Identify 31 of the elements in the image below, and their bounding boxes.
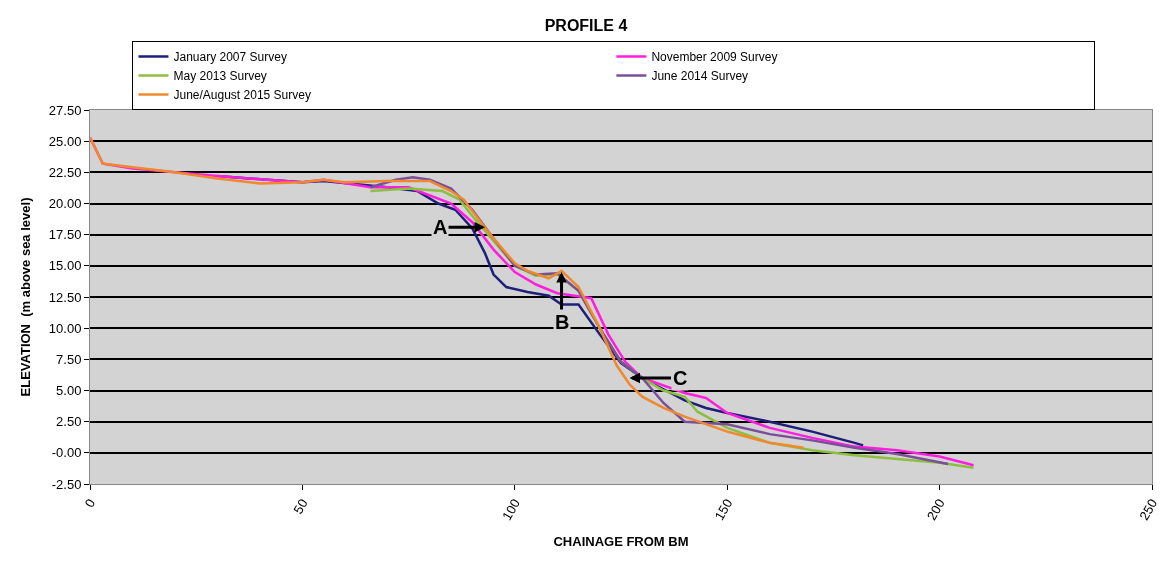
y-tick-label: 15.00 [48,258,82,274]
x-axis-title: CHAINAGE FROM BM [553,534,689,550]
legend-label: May 2013 Survey [173,69,267,84]
y-tick-label: 17.50 [48,227,82,243]
x-tick-label: 50 [290,496,311,517]
y-tick-label: 12.50 [48,289,82,305]
annotation: C [673,367,688,389]
y-tick-label: -0.00 [51,445,82,461]
legend-label: June/August 2015 Survey [173,88,311,103]
annotation: A [433,216,448,238]
x-tick-label: 200 [923,496,948,523]
chart-title: PROFILE 4 [544,16,628,34]
y-tick-label: 7.50 [56,351,82,367]
line-series [90,136,805,450]
x-tick-label: 0 [81,496,99,511]
y-tick-label: 10.00 [48,320,82,336]
legend-label: January 2007 Survey [173,50,287,65]
y-tick-label: 2.50 [56,414,82,430]
legend-label: June 2014 Survey [651,69,749,84]
y-tick-label: 25.00 [48,133,82,149]
y-tick-label: 27.50 [48,102,82,118]
y-axis-title: ELEVATION (m above sea level) [17,197,33,397]
legend-label: November 2009 Survey [651,50,778,65]
y-tick-label: 5.00 [56,383,82,399]
y-tick-label: 22.50 [48,164,82,180]
y-tick-label: -2.50 [51,476,82,492]
x-tick-label: 100 [499,496,524,523]
annotation: B [555,311,570,333]
y-tick-label: 20.00 [48,196,82,212]
x-tick-label: 150 [711,496,736,523]
x-tick-label: 250 [1136,496,1161,523]
